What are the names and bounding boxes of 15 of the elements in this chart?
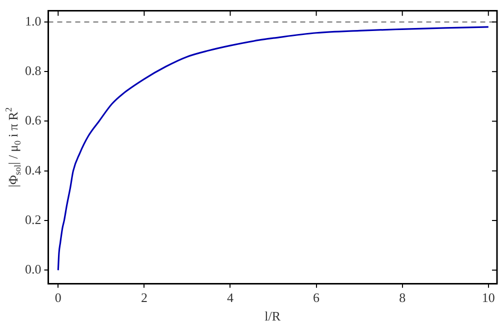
y-tick-label: 1.0 [25, 13, 42, 28]
y-tick-label: 0.4 [25, 162, 42, 178]
y-tick-label: 0.8 [25, 63, 42, 78]
y-tick-label: 0.0 [25, 262, 42, 277]
x-tick-label: 0 [54, 290, 62, 306]
x-tick-label: 2 [140, 290, 148, 306]
x-tick-label: 4 [226, 290, 234, 306]
x-axis-title: l/R [264, 308, 281, 324]
x-tick-label: 6 [313, 290, 320, 306]
y-tick-label: 0.6 [25, 112, 42, 128]
y-axis-title: |Φsol| / μ0 i π R2 [3, 107, 22, 188]
line-series [57, 26, 490, 271]
y-tick-label: 0.2 [25, 212, 42, 227]
x-tick-label: 10 [482, 290, 495, 306]
x-tick-label: 8 [399, 290, 406, 306]
